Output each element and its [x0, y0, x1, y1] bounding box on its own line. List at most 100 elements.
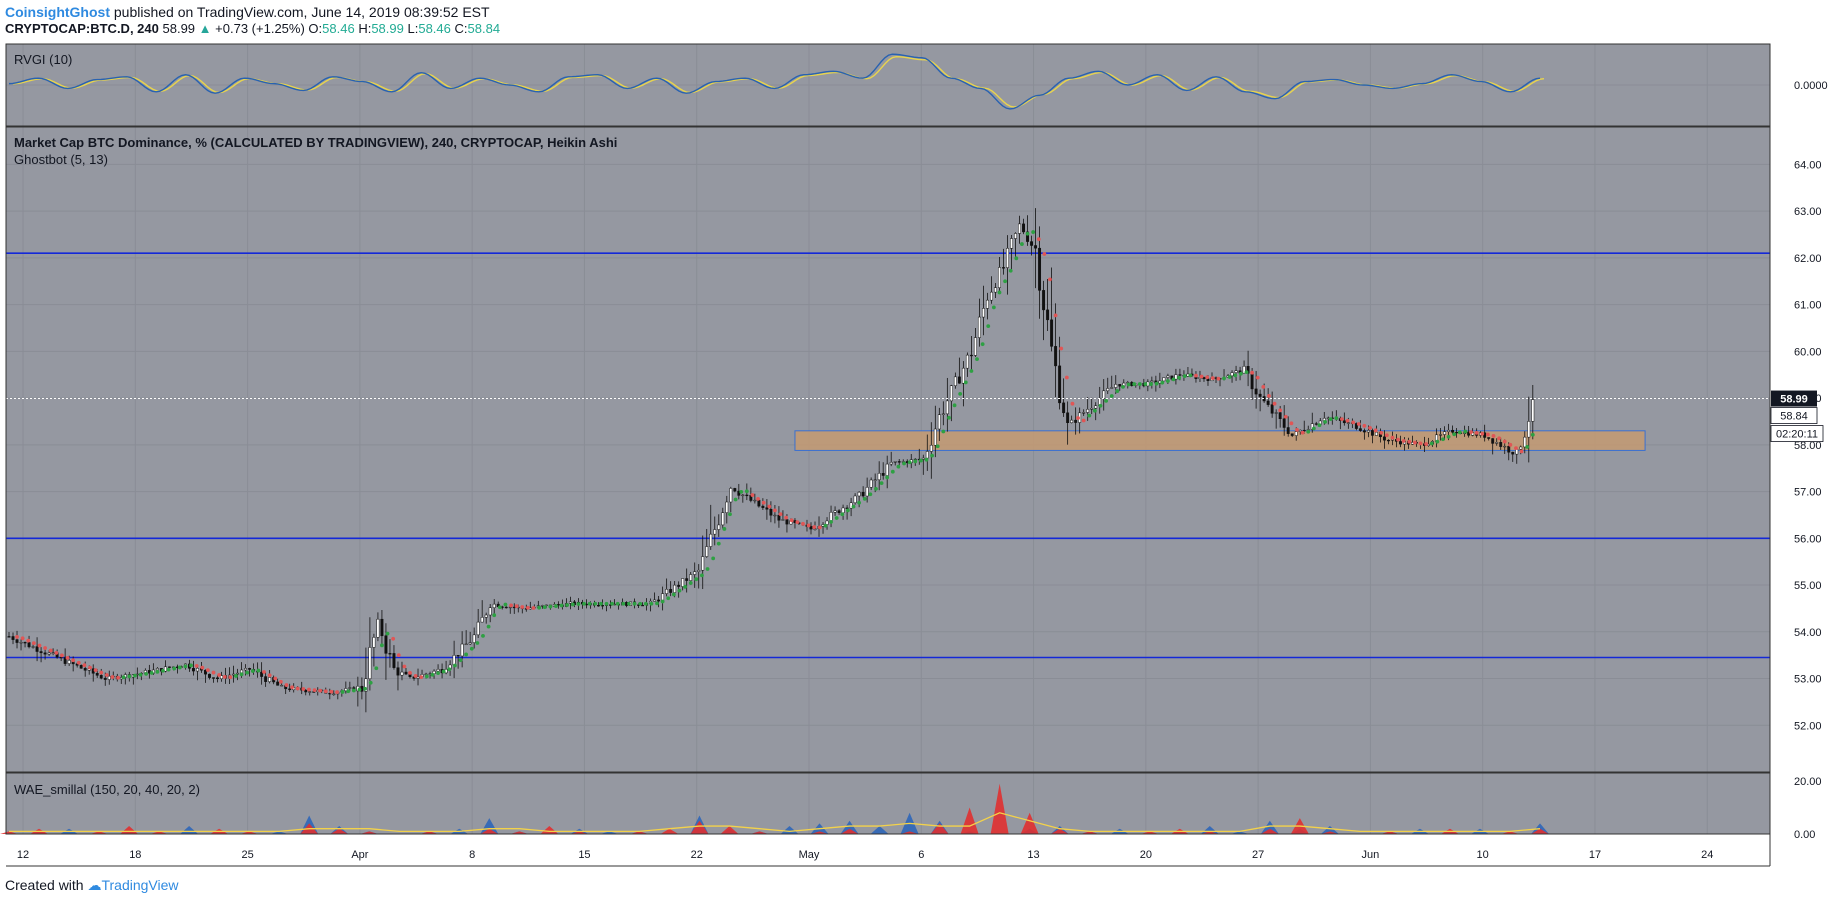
candle-body: [881, 473, 885, 476]
wae-blue-bar: [270, 831, 289, 834]
close-label: C:: [454, 21, 468, 36]
ghostbot-dot: [1384, 433, 1389, 438]
candle-body: [1242, 366, 1246, 374]
wae-red-bar: [330, 828, 349, 834]
candle-body: [1174, 374, 1178, 380]
candle-body: [1002, 267, 1005, 269]
ghostbot-dot: [43, 646, 47, 650]
candle-body: [436, 669, 440, 672]
ghostbot-dot: [340, 690, 345, 694]
ghostbot-dot: [351, 688, 356, 693]
candle-body: [468, 642, 472, 645]
wae-red-bar: [720, 826, 739, 834]
candle-body: [504, 606, 508, 609]
candle-body: [705, 546, 709, 557]
price-y-axis[interactable]: 52.0053.0054.0055.0056.0057.0058.0059.00…: [1794, 159, 1822, 732]
ghostbot-dot: [413, 674, 418, 678]
ghostbot-dot: [1171, 377, 1176, 382]
candle-body: [7, 636, 11, 638]
ghostbot-dot: [913, 459, 918, 464]
ghostbot-dot: [1323, 420, 1327, 424]
candle-body: [31, 646, 35, 648]
candle-body: [332, 693, 336, 695]
ghostbot-dot: [514, 604, 519, 609]
ghostbot-dot: [149, 671, 154, 675]
ghostbot-dot: [722, 527, 727, 531]
y-tick-label: 54.00: [1794, 627, 1822, 639]
ghostbot-dot: [582, 601, 586, 606]
wae-red-bar: [960, 807, 979, 834]
ghostbot-dot: [756, 496, 760, 501]
candle-body: [568, 601, 572, 604]
ghostbot-dot: [1093, 408, 1097, 413]
ghostbot-dot: [728, 512, 732, 517]
wae-y-tick-label: 0.00: [1794, 829, 1815, 841]
ghostbot-dot: [1328, 417, 1333, 422]
ghostbot-dot: [1216, 376, 1221, 381]
candle-body: [492, 603, 496, 609]
ghostbot-dot: [857, 500, 862, 505]
wae-red-bar: [1140, 831, 1159, 834]
candle-body: [1531, 399, 1535, 422]
candle-body: [376, 618, 380, 638]
tradingview-link[interactable]: TradingView: [101, 877, 179, 893]
ghostbot-dot: [133, 673, 137, 678]
wae-panel[interactable]: WAE_smillal (150, 20, 40, 20, 2) 0.00 20.…: [0, 773, 1822, 841]
candle-body: [1386, 439, 1390, 442]
y-tick-label: 55.00: [1794, 580, 1822, 592]
wae-red-bar: [660, 828, 679, 834]
candle-body: [212, 677, 215, 679]
wae-red-bar: [90, 831, 109, 834]
candle-body: [308, 691, 312, 693]
candle-body: [1374, 431, 1378, 436]
x-tick-label: 27: [1252, 849, 1264, 861]
ghostbot-dot: [1014, 256, 1019, 261]
candle-body: [701, 556, 705, 571]
ghostbot-dot: [655, 601, 659, 606]
candle-body: [1342, 420, 1346, 424]
ghostbot-dot: [1238, 371, 1243, 376]
candle-body: [921, 457, 925, 460]
candle-body: [933, 428, 937, 446]
candle-body: [1270, 404, 1274, 414]
candle-body: [1527, 421, 1531, 438]
price-panel[interactable]: Market Cap BTC Dominance, % (CALCULATED …: [6, 127, 1824, 772]
ghostbot-dot: [862, 496, 867, 501]
candle-body: [1114, 384, 1118, 388]
ghostbot-dot: [930, 453, 935, 458]
x-tick-label: 12: [17, 849, 29, 861]
ghostbot-dot: [1025, 231, 1030, 236]
candle-body: [1022, 223, 1025, 233]
candle-body: [1086, 408, 1090, 413]
ghostbot-dot: [335, 690, 339, 695]
candle-body: [1443, 431, 1447, 435]
ghostbot-dot: [1109, 394, 1114, 398]
ghostbot-dot: [194, 663, 199, 668]
ghostbot-dot: [1182, 374, 1187, 379]
rvgi-panel[interactable]: RVGI (10) 0.0000: [6, 44, 1828, 126]
ghostbot-dot: [975, 357, 979, 362]
ghostbot-dot: [267, 673, 272, 678]
wae-red-bar: [1500, 831, 1519, 834]
candle-body: [364, 678, 368, 692]
candle-body: [949, 385, 953, 402]
ghostbot-dot: [868, 492, 873, 497]
ghostbot-dot: [295, 686, 300, 691]
ghostbot-dot: [357, 687, 362, 692]
candle-body: [1230, 372, 1234, 377]
candle-body: [641, 604, 645, 607]
candle-body: [994, 287, 997, 293]
candle-body: [328, 692, 332, 695]
ghostbot-dot: [671, 592, 676, 597]
candle-body: [348, 687, 352, 689]
ghostbot-dot: [76, 660, 81, 665]
x-tick-label: 10: [1477, 849, 1489, 861]
ghostbot-dot: [542, 605, 547, 610]
ghostbot-dot: [245, 670, 250, 675]
candle-body: [1519, 446, 1523, 450]
ghostbot-dot: [1311, 426, 1316, 431]
time-axis[interactable]: 12 18 25 Apr 8 15 22 May 6 13 20 27 Jun 10 17 24: [17, 849, 1713, 861]
ghostbot-dot: [666, 596, 671, 601]
author-link[interactable]: CoinsightGhost: [5, 4, 110, 20]
